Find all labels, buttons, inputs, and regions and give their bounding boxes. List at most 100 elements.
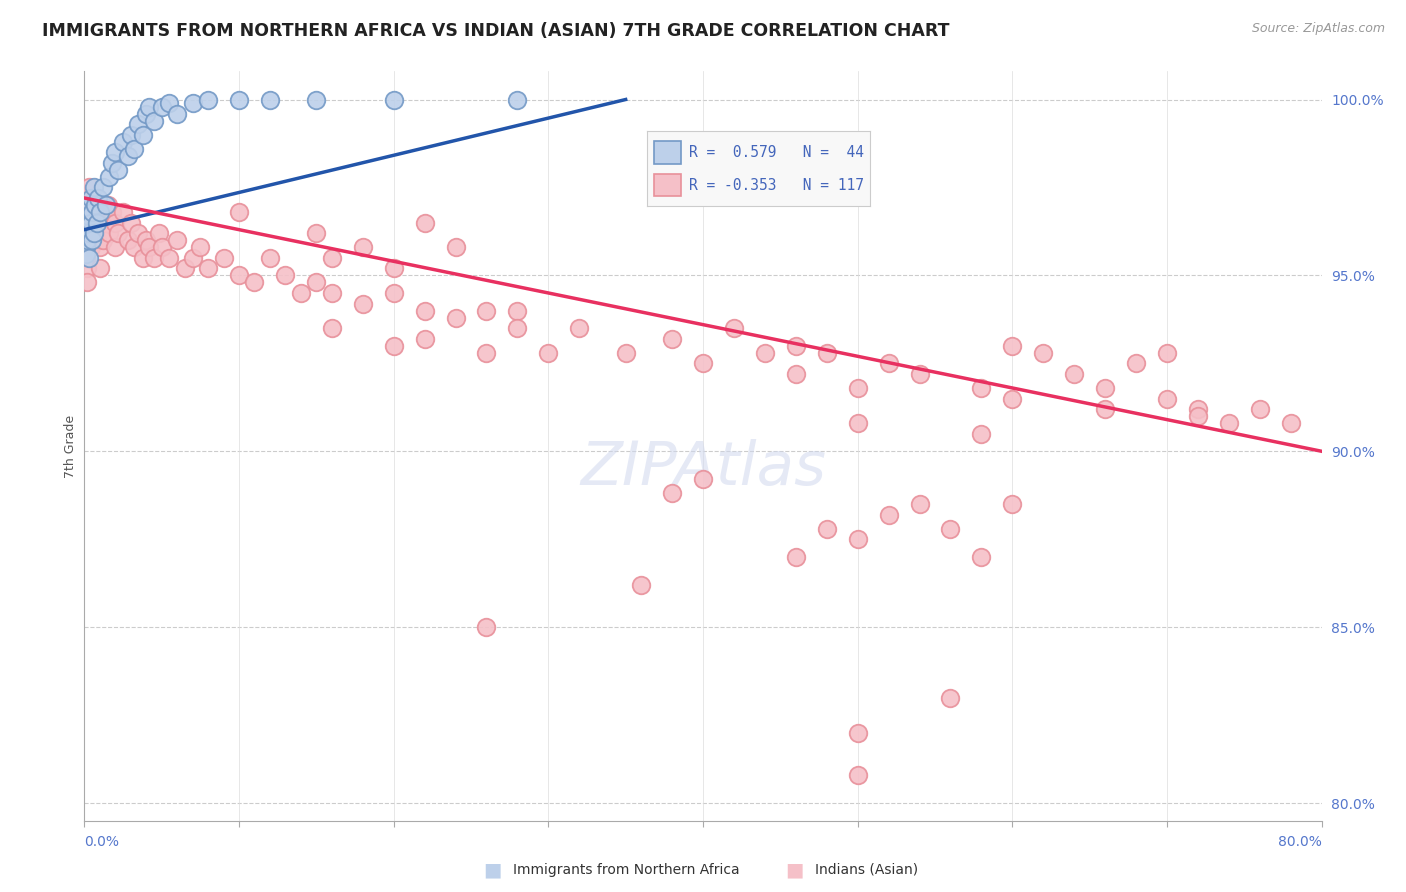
Point xyxy=(785,339,807,353)
Point xyxy=(413,332,436,346)
Point xyxy=(661,486,683,500)
Point xyxy=(83,226,105,240)
Point xyxy=(86,198,108,212)
Point xyxy=(107,162,129,177)
Point xyxy=(243,276,266,290)
Point xyxy=(82,233,104,247)
Point xyxy=(76,198,98,212)
Point xyxy=(1187,409,1209,423)
Point xyxy=(76,216,98,230)
Point xyxy=(475,303,498,318)
Point xyxy=(150,99,173,113)
Point xyxy=(75,233,97,247)
Point xyxy=(104,216,127,230)
Point xyxy=(382,285,405,300)
Point xyxy=(970,549,993,564)
Point xyxy=(321,321,343,335)
Point xyxy=(128,226,150,240)
Bar xyxy=(654,141,681,163)
Point xyxy=(75,216,97,230)
Point xyxy=(107,226,129,240)
Text: Source: ZipAtlas.com: Source: ZipAtlas.com xyxy=(1251,22,1385,36)
Point xyxy=(86,216,108,230)
Point xyxy=(77,216,100,230)
Point xyxy=(94,216,117,230)
Point xyxy=(104,240,127,254)
Point xyxy=(112,135,135,149)
Point xyxy=(537,345,560,359)
Point xyxy=(117,149,139,163)
Point xyxy=(76,276,98,290)
Point xyxy=(135,106,157,120)
Point xyxy=(785,367,807,381)
Point xyxy=(228,93,250,107)
Point xyxy=(1156,392,1178,406)
Point xyxy=(166,233,188,247)
Point xyxy=(143,251,166,265)
Point xyxy=(197,93,219,107)
Point xyxy=(815,345,838,359)
Point xyxy=(77,251,100,265)
Point xyxy=(382,261,405,276)
Point xyxy=(148,226,170,240)
Point xyxy=(259,251,281,265)
Point xyxy=(815,522,838,536)
Point xyxy=(132,128,155,142)
Point xyxy=(97,198,120,212)
Point xyxy=(77,233,100,247)
Point xyxy=(128,117,150,131)
Point xyxy=(1094,402,1116,417)
Point xyxy=(77,180,100,194)
Point xyxy=(444,310,467,325)
Point xyxy=(84,216,107,230)
Point xyxy=(77,226,100,240)
Point xyxy=(75,198,97,212)
Point xyxy=(630,578,652,592)
Point xyxy=(138,99,160,113)
Point xyxy=(692,356,714,370)
Point xyxy=(83,226,105,240)
Text: ■: ■ xyxy=(785,860,804,880)
Point xyxy=(104,145,127,160)
Point xyxy=(970,426,993,441)
Point xyxy=(321,285,343,300)
Point xyxy=(75,222,97,236)
Point xyxy=(76,244,98,258)
Point xyxy=(382,339,405,353)
Point xyxy=(174,261,197,276)
Point xyxy=(1032,345,1054,359)
Point xyxy=(86,233,108,247)
Point xyxy=(1187,402,1209,417)
Point xyxy=(877,356,900,370)
Point xyxy=(122,240,145,254)
Point xyxy=(475,345,498,359)
Point xyxy=(89,261,111,276)
Point xyxy=(939,690,962,705)
Point xyxy=(159,251,181,265)
Point xyxy=(120,128,142,142)
Text: 0.0%: 0.0% xyxy=(84,835,120,848)
Text: ■: ■ xyxy=(482,860,502,880)
Point xyxy=(89,240,111,254)
Point xyxy=(76,233,98,247)
Point xyxy=(143,113,166,128)
Point xyxy=(91,180,114,194)
Point xyxy=(1279,416,1302,430)
Point xyxy=(82,205,104,219)
Point xyxy=(77,209,100,223)
Point xyxy=(84,198,107,212)
Point xyxy=(101,205,124,219)
Point xyxy=(352,240,374,254)
Point xyxy=(120,216,142,230)
Point xyxy=(83,180,105,194)
Point xyxy=(79,191,101,205)
Point xyxy=(82,216,104,230)
Point xyxy=(1094,381,1116,395)
Point xyxy=(98,169,121,184)
Point xyxy=(846,768,869,782)
Point xyxy=(259,93,281,107)
Point xyxy=(76,261,98,276)
Point xyxy=(79,240,101,254)
Point xyxy=(413,303,436,318)
Point xyxy=(79,222,101,236)
